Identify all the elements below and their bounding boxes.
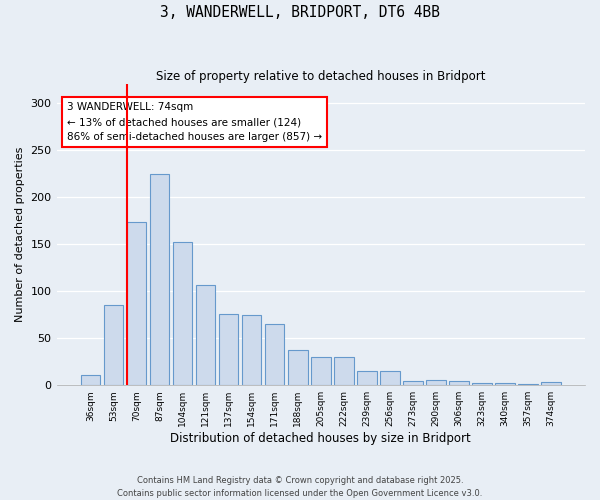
Y-axis label: Number of detached properties: Number of detached properties (15, 147, 25, 322)
Bar (242, 314, 262, 385)
Bar (541, 382, 561, 385)
X-axis label: Distribution of detached houses by size in Bridport: Distribution of detached houses by size … (170, 432, 471, 445)
Bar (311, 357, 331, 385)
Bar (472, 384, 492, 385)
Bar (104, 305, 123, 385)
Bar (357, 371, 377, 385)
Bar (196, 286, 215, 385)
Bar (173, 242, 193, 385)
Text: 3, WANDERWELL, BRIDPORT, DT6 4BB: 3, WANDERWELL, BRIDPORT, DT6 4BB (160, 5, 440, 20)
Bar (496, 384, 515, 385)
Bar (149, 174, 169, 385)
Bar (449, 380, 469, 385)
Bar (265, 324, 284, 385)
Title: Size of property relative to detached houses in Bridport: Size of property relative to detached ho… (156, 70, 485, 83)
Bar (426, 380, 446, 385)
Bar (219, 314, 238, 385)
Text: Contains HM Land Registry data © Crown copyright and database right 2025.
Contai: Contains HM Land Registry data © Crown c… (118, 476, 482, 498)
Bar (518, 384, 538, 385)
Text: 3 WANDERWELL: 74sqm
← 13% of detached houses are smaller (124)
86% of semi-detac: 3 WANDERWELL: 74sqm ← 13% of detached ho… (67, 102, 322, 142)
Bar (403, 380, 423, 385)
Bar (80, 375, 100, 385)
Bar (380, 371, 400, 385)
Bar (334, 357, 353, 385)
Bar (288, 350, 308, 385)
Bar (127, 222, 146, 385)
